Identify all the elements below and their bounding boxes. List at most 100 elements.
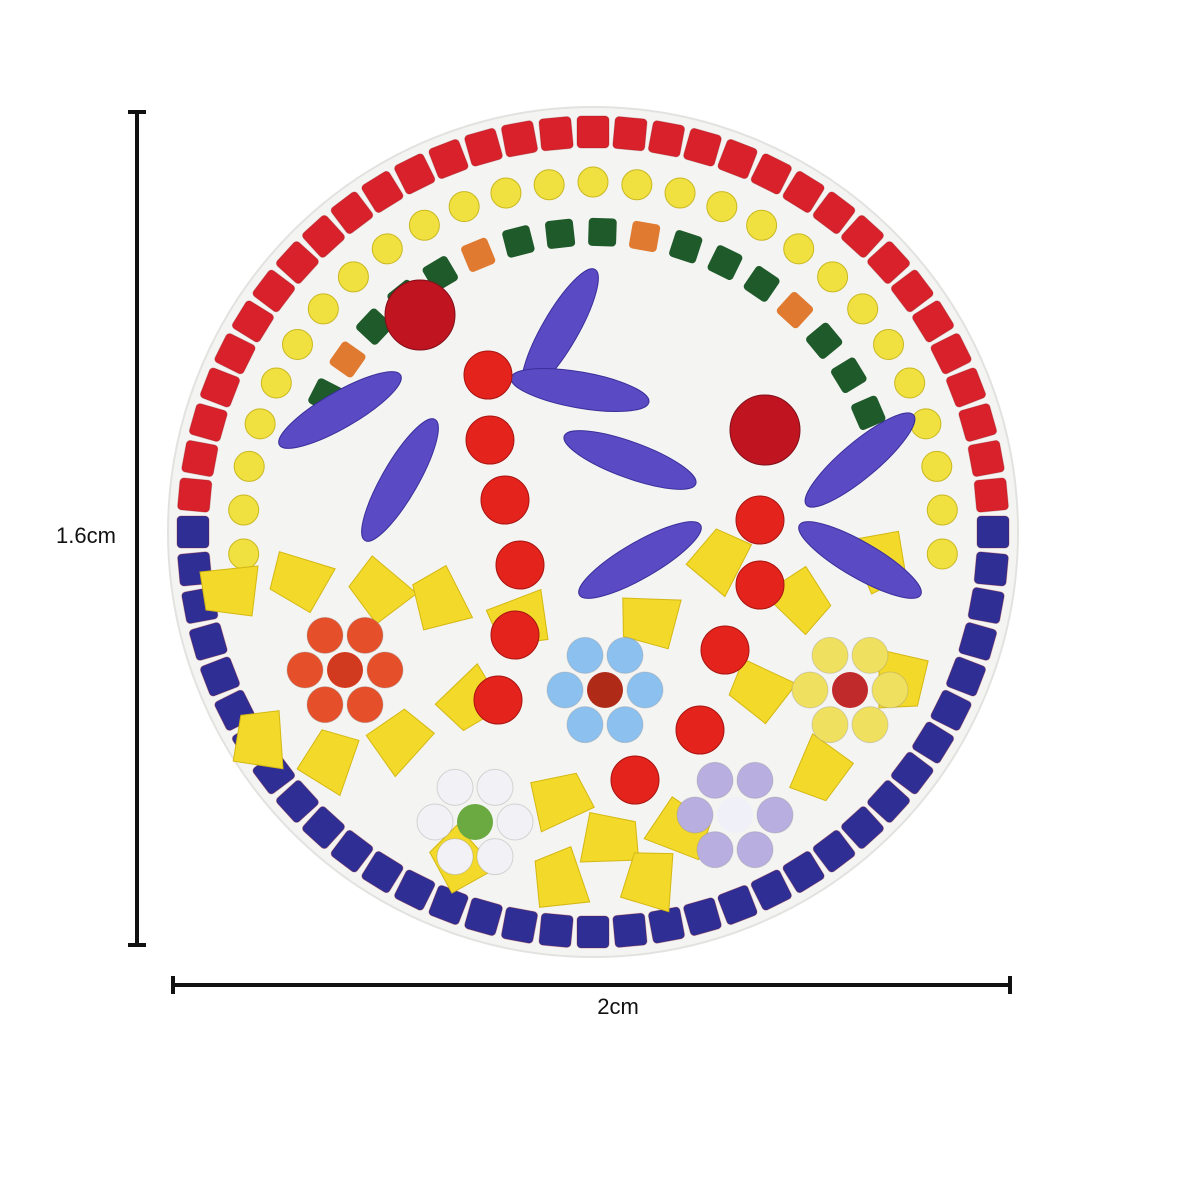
tile — [930, 689, 972, 731]
green-tile — [743, 265, 780, 302]
flower-petal — [736, 831, 774, 869]
yellow-shard — [534, 846, 591, 908]
flower-petal — [851, 636, 889, 674]
green-tile — [669, 230, 703, 264]
height-indicator: 1.6cm — [56, 110, 146, 947]
tile — [612, 116, 648, 152]
tile — [612, 912, 648, 948]
flower-petal — [676, 796, 714, 834]
red-dot — [490, 610, 540, 660]
flower-petal — [436, 838, 474, 876]
tile — [890, 269, 934, 313]
yellow-dot — [371, 233, 403, 265]
flower-center — [587, 672, 623, 708]
tile — [841, 214, 884, 258]
tile — [394, 869, 436, 911]
yellow-shard — [619, 852, 674, 913]
tile — [361, 170, 404, 213]
tile — [188, 403, 228, 442]
flower-center — [832, 672, 868, 708]
flower-petal — [736, 761, 774, 799]
tile — [330, 829, 374, 873]
mosaic-coaster — [167, 106, 1019, 958]
tile — [647, 906, 686, 944]
green-tile — [851, 395, 886, 431]
yellow-dot — [260, 367, 292, 399]
yellow-shard — [199, 565, 259, 617]
flower-petal — [696, 831, 734, 869]
yellow-shard — [412, 564, 474, 631]
tile — [717, 138, 758, 180]
yellow-dot — [408, 209, 440, 241]
red-dot — [473, 675, 523, 725]
tile — [199, 656, 241, 697]
purple-leaf — [278, 371, 402, 449]
tile — [812, 191, 856, 235]
tile — [302, 214, 345, 258]
flower-petal — [696, 761, 734, 799]
tile — [500, 120, 539, 158]
flower-center — [717, 797, 753, 833]
flower-center — [457, 804, 493, 840]
yellow-dot — [533, 169, 565, 201]
yellow-shard — [728, 658, 798, 725]
tile — [464, 897, 503, 937]
tile — [717, 884, 758, 926]
yellow-dot — [926, 494, 958, 526]
yellow-dot — [337, 261, 369, 293]
flower-petal — [871, 671, 909, 709]
yellow-dot — [926, 538, 958, 570]
yellow-shard — [622, 597, 682, 650]
green-tile — [329, 341, 366, 378]
yellow-shard — [685, 528, 753, 598]
width-indicator: 2cm — [171, 976, 1012, 1019]
flower-petal — [476, 838, 514, 876]
flower-petal — [791, 671, 829, 709]
yellow-dot — [233, 450, 265, 482]
yellow-dot — [307, 293, 339, 325]
yellow-dot — [817, 261, 849, 293]
tile — [841, 806, 884, 850]
red-dot — [700, 625, 750, 675]
tile — [976, 515, 1010, 549]
green-tile — [502, 225, 535, 258]
yellow-shard — [296, 729, 360, 797]
tile — [973, 551, 1009, 587]
flower-petal — [416, 803, 454, 841]
red-dot — [495, 540, 545, 590]
red-dot — [735, 560, 785, 610]
flower-petal — [346, 686, 384, 724]
flower-petal — [286, 651, 324, 689]
tile — [890, 751, 934, 795]
flower-petal — [496, 803, 534, 841]
yellow-dot — [621, 169, 653, 201]
tile — [683, 897, 722, 937]
yellow-shard — [579, 811, 640, 863]
flower-petal — [756, 796, 794, 834]
tile — [912, 721, 955, 764]
purple-leaf — [804, 412, 916, 508]
yellow-dot — [228, 494, 260, 526]
yellow-dot — [783, 233, 815, 265]
width-label: 2cm — [597, 994, 639, 1019]
tile — [958, 403, 998, 442]
tile — [867, 241, 911, 284]
tile — [214, 333, 256, 375]
tile — [750, 153, 792, 195]
yellow-dot — [894, 367, 926, 399]
tile — [945, 656, 987, 697]
green-tile — [545, 218, 576, 249]
flower-petal — [851, 706, 889, 744]
red-gem — [729, 394, 801, 466]
yellow-dot — [873, 328, 905, 360]
tile — [782, 851, 825, 894]
tile — [275, 241, 319, 284]
height-label: 1.6cm — [56, 523, 116, 548]
flower-petal — [436, 768, 474, 806]
tile — [973, 477, 1009, 513]
yellow-dot — [921, 450, 953, 482]
tile — [428, 138, 469, 180]
green-tile — [707, 245, 743, 280]
tile — [500, 906, 539, 944]
